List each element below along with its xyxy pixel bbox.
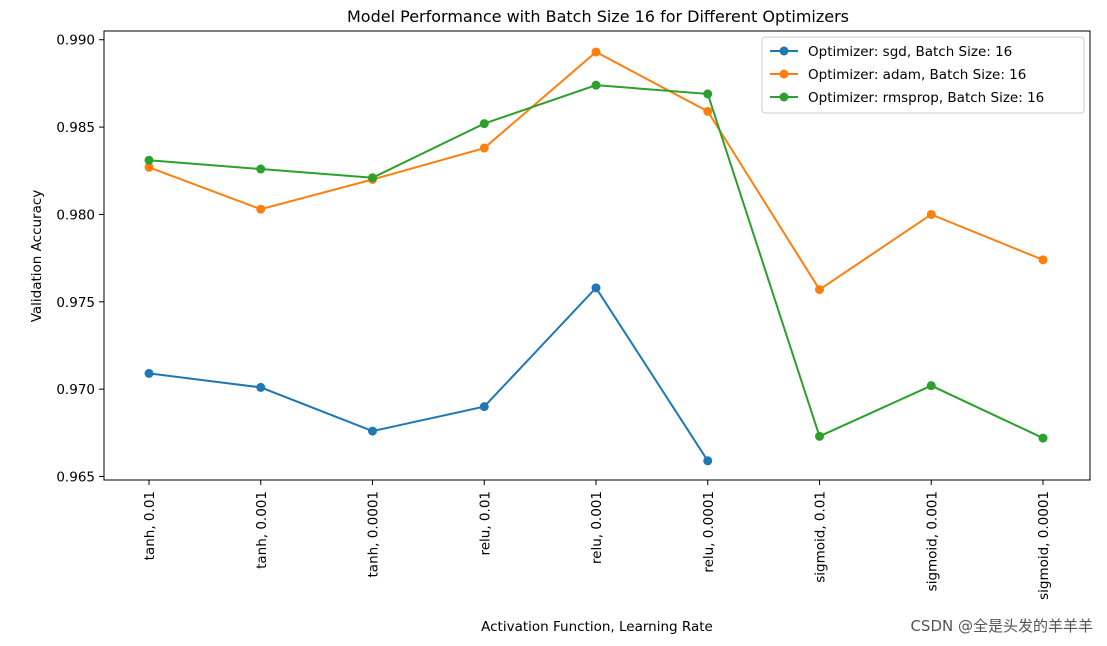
data-point <box>703 456 713 466</box>
x-tick-label: sigmoid, 0.0001 <box>1036 491 1052 600</box>
data-point <box>703 106 713 116</box>
legend-label: Optimizer: sgd, Batch Size: 16 <box>808 44 1012 60</box>
legend-item: Optimizer: sgd, Batch Size: 16 <box>770 44 1012 60</box>
data-point <box>368 426 377 436</box>
data-point <box>479 143 489 153</box>
legend-swatch-marker <box>779 46 789 56</box>
chart-title: Model Performance with Batch Size 16 for… <box>347 7 849 26</box>
data-point <box>926 209 936 219</box>
legend-swatch-marker <box>779 69 789 79</box>
series-2 <box>144 47 1048 295</box>
y-axis: 0.965 0.970 0.975 0.980 0.985 0.990 <box>56 33 104 486</box>
data-point <box>1038 433 1048 443</box>
legend-box <box>761 36 1085 114</box>
x-tick-label: tanh, 0.001 <box>254 491 270 569</box>
legend-swatch-marker <box>779 92 789 102</box>
y-tick-label: 0.990 <box>56 33 95 49</box>
y-tick-label: 0.965 <box>56 470 95 486</box>
x-tick-label: relu, 0.0001 <box>701 491 717 573</box>
y-axis-label: Validation Accuracy <box>29 190 45 323</box>
x-tick-label: sigmoid, 0.001 <box>924 491 940 591</box>
x-axis-label: Activation Function, Learning Rate <box>481 619 713 635</box>
legend-item: Optimizer: rmsprop, Batch Size: 16 <box>770 90 1044 106</box>
data-point <box>591 80 601 90</box>
y-tick-label: 0.980 <box>56 207 95 223</box>
data-point <box>479 402 489 412</box>
data-point <box>368 173 377 183</box>
data-point <box>591 283 601 293</box>
data-point <box>479 119 489 129</box>
legend-label: Optimizer: adam, Batch Size: 16 <box>808 67 1026 83</box>
data-point <box>256 382 266 392</box>
data-point <box>926 381 936 391</box>
data-point <box>144 155 154 165</box>
data-point <box>703 89 713 99</box>
x-tick-label: tanh, 0.01 <box>142 491 158 560</box>
y-tick-label: 0.970 <box>56 382 95 398</box>
y-tick-label: 0.975 <box>56 295 95 311</box>
data-point <box>144 368 154 378</box>
data-point <box>144 162 154 172</box>
legend: Optimizer: sgd, Batch Size: 16 Optimizer:… <box>761 36 1085 114</box>
x-tick-label: tanh, 0.0001 <box>366 491 382 578</box>
legend-item: Optimizer: adam, Batch Size: 16 <box>770 67 1026 83</box>
data-point <box>591 47 601 57</box>
legend-label: Optimizer: rmsprop, Batch Size: 16 <box>808 90 1044 106</box>
x-tick-label: relu, 0.01 <box>477 491 493 556</box>
x-tick-label: relu, 0.001 <box>589 491 605 564</box>
series-layer <box>144 47 1048 466</box>
data-point <box>815 285 824 295</box>
x-tick-label: sigmoid, 0.01 <box>813 491 829 583</box>
data-point <box>1038 255 1048 265</box>
data-point <box>256 164 266 174</box>
data-point <box>256 204 266 214</box>
series-1 <box>144 283 713 466</box>
series-3 <box>144 80 1048 443</box>
x-axis: tanh, 0.01 tanh, 0.001 tanh, 0.0001 relu, 0… <box>142 480 1052 600</box>
series-line <box>148 286 709 462</box>
y-tick-label: 0.985 <box>56 120 95 136</box>
watermark-text: CSDN @全是头发的羊羊羊 <box>910 617 1093 635</box>
data-point <box>815 431 824 441</box>
